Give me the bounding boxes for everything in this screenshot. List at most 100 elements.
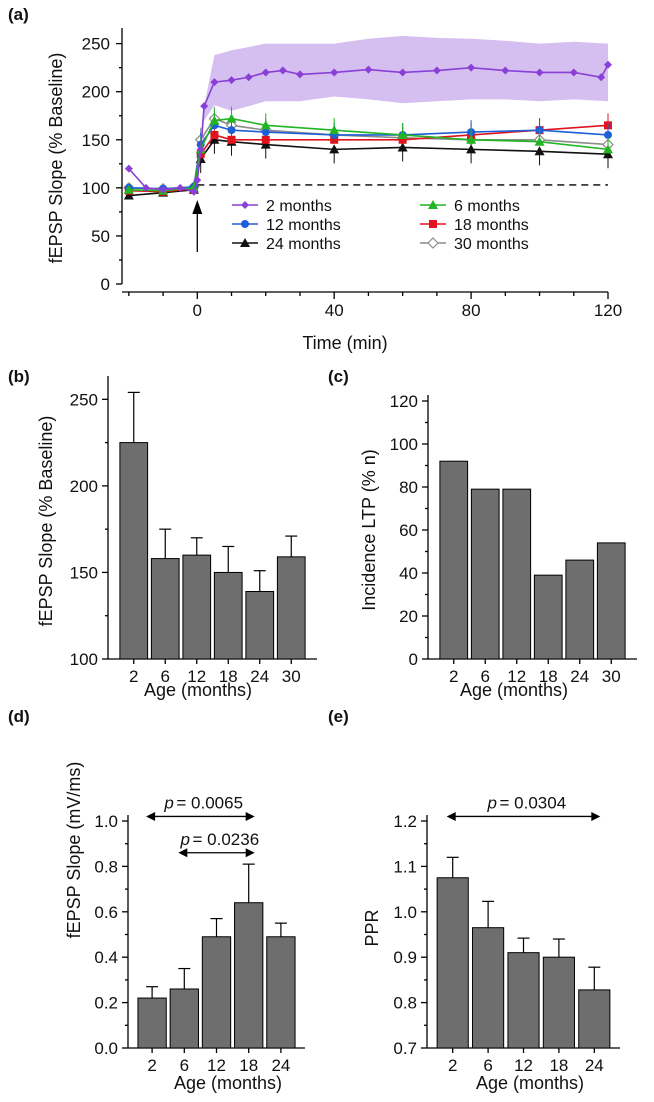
marker-18-months (227, 135, 236, 144)
x-tick-label-e: 12 (514, 1056, 533, 1075)
marker-6-months (534, 136, 545, 146)
annotation-arrow-right-d (245, 848, 255, 858)
y-tick-label-e: 0.8 (393, 994, 417, 1013)
y-tick-label-c: 80 (399, 478, 418, 497)
marker-2-months (398, 68, 407, 77)
y-axis-title-d: fEPSP Slope (mV/ms) (64, 762, 84, 939)
panel-label-b: (b) (8, 367, 30, 386)
annotation-arrow-right-d (245, 811, 255, 821)
y-tick-label-d: 1.0 (94, 812, 118, 831)
y-tick-label-e: 0.7 (393, 1039, 417, 1058)
x-tick-label-c: 18 (539, 667, 558, 686)
panel-e: (e) PPR Age (months) 0.7 0.8 0.9 1.0 1.1 1.2 2… (328, 707, 620, 1093)
marker-2-months (124, 164, 133, 173)
marker-legend-2-months (241, 201, 249, 209)
marker-6-months (603, 144, 613, 154)
y-tick-label-a: 100 (82, 179, 110, 198)
legend-label-30-months: 30 months (454, 236, 529, 253)
x-tick-label-c: 30 (602, 667, 621, 686)
marker-legend-30-months (427, 237, 439, 249)
marker-12-months (261, 128, 270, 137)
stimulus-arrow-head (192, 200, 203, 214)
y-tick-label-c: 0 (409, 650, 418, 669)
x-tick-label-b: 12 (187, 667, 206, 686)
y-tick-label-e: 1.2 (393, 812, 417, 831)
y-tick-label-b: 150 (70, 563, 98, 582)
bar-e (578, 989, 611, 1049)
bar-b (276, 556, 306, 660)
x-tick-label-b: 6 (161, 667, 170, 686)
panel-label-c: (c) (328, 367, 349, 386)
marker-2-months (193, 176, 202, 185)
marker-2-months (501, 66, 510, 75)
marker-2-months (196, 145, 205, 154)
y-tick-label-d: 0.8 (94, 857, 118, 876)
x-tick-label-c: 12 (507, 667, 526, 686)
marker-2-months (141, 183, 150, 192)
bar-c (533, 574, 563, 660)
marker-18-months (210, 130, 219, 139)
x-tick-label-c: 6 (481, 667, 490, 686)
marker-2-months (227, 76, 236, 85)
annotation-p-value-d: = 0.0236 (193, 830, 260, 849)
x-axis-title-d: Age (months) (174, 1073, 282, 1093)
marker-2-months (364, 65, 373, 74)
marker-legend-24-months (240, 238, 250, 247)
y-tick-label-c: 120 (390, 392, 418, 411)
panel-d: (d) fEPSP Slope (mV/ms) Age (months) 0.0… (8, 707, 305, 1093)
marker-2-months (244, 73, 253, 82)
y-axis-title-a: fEPSP Slope (% Baseline) (46, 53, 66, 264)
y-tick-label-d: 0.2 (94, 994, 118, 1013)
marker-6-months (123, 184, 134, 194)
x-tick-label-e: 18 (549, 1056, 568, 1075)
y-axis-title-e: PPR (362, 909, 382, 946)
bar-c (502, 488, 532, 660)
x-axis-title-a: Time (min) (302, 333, 387, 353)
bar-c (470, 488, 500, 660)
bar-e (542, 956, 575, 1049)
y-tick-label-e: 1.1 (393, 857, 417, 876)
y-axis-title-b: fEPSP Slope (% Baseline) (36, 416, 56, 627)
x-tick-label-d: 6 (180, 1056, 189, 1075)
line-18-months (128, 124, 609, 193)
annotation-arrow-left-d (178, 848, 188, 858)
marker-24-months (534, 146, 545, 156)
y-tick-label-c: 60 (399, 521, 418, 540)
marker-2-months (432, 66, 441, 75)
marker-24-months (329, 144, 340, 154)
y-tick-label-a: 50 (91, 227, 110, 246)
panel-label-e: (e) (328, 707, 349, 726)
marker-18-months (261, 135, 270, 144)
marker-2-months (159, 185, 168, 194)
x-tick-label-b: 18 (219, 667, 238, 686)
bar-b (182, 554, 212, 660)
x-tick-label-a: 40 (325, 301, 344, 320)
y-tick-label-b: 250 (70, 390, 98, 409)
marker-6-months (260, 120, 271, 130)
y-tick-label-b: 100 (70, 650, 98, 669)
annotation-p-value-d: = 0.0065 (176, 793, 243, 812)
annotation-p-value-e: = 0.0304 (500, 793, 567, 812)
marker-6-months (466, 134, 477, 144)
x-tick-label-d: 24 (271, 1056, 290, 1075)
marker-2-months (535, 68, 544, 77)
marker-legend-6-months (428, 200, 438, 209)
y-axis-title-c: Incidence LTP (% n) (359, 449, 379, 610)
legend-label-2-months: 2 months (266, 198, 332, 215)
x-axis-title-b: Age (months) (144, 680, 252, 700)
marker-2-months (295, 70, 304, 79)
y-tick-label-e: 1.0 (393, 903, 417, 922)
annotation-p-label-d: p (180, 830, 190, 849)
y-tick-label-d: 0.6 (94, 903, 118, 922)
legend-label-18-months: 18 months (454, 217, 529, 234)
y-tick-label-b: 200 (70, 477, 98, 496)
x-tick-label-b: 2 (129, 667, 138, 686)
marker-2-months (210, 78, 219, 87)
bar-d (137, 997, 167, 1049)
bar-c (565, 559, 595, 660)
marker-24-months (123, 190, 134, 200)
marker-2-months (467, 63, 476, 72)
y-tick-label-c: 40 (399, 564, 418, 583)
marker-6-months (209, 115, 220, 125)
